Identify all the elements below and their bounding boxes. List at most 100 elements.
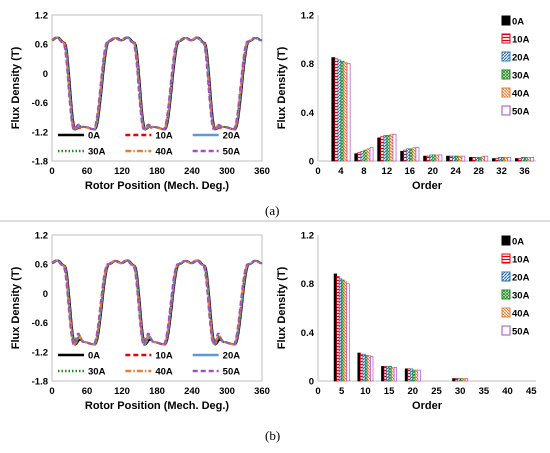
bar-10A-order-32: [495, 158, 499, 162]
plot-frame: [51, 14, 263, 162]
x-tick-label: 8: [361, 166, 366, 177]
x-tick-label: 0: [315, 166, 320, 177]
x-tick-label: 0: [49, 166, 54, 177]
x-tick-label: 240: [184, 166, 200, 177]
legend-label: 30A: [88, 147, 106, 158]
bar-50A-order-24: [461, 155, 466, 162]
legend-swatch: [501, 69, 511, 80]
x-tick-label: 0: [49, 386, 54, 397]
legend-label: 10A: [155, 351, 173, 362]
x-tick-label: 360: [254, 386, 270, 397]
bar-20A-order-8: [360, 150, 365, 162]
bar-30A-order-4: [340, 60, 345, 162]
legend-label: 30A: [512, 291, 530, 302]
y-tick-label: 0: [43, 289, 48, 300]
bar-0A-order-32: [492, 158, 496, 162]
bar-30A-order-16: [409, 148, 414, 162]
bar-0A-order-5: [333, 273, 337, 382]
legend-label: 40A: [155, 367, 173, 378]
x-tick-label: 15: [384, 386, 395, 397]
y-tick-label: 0: [43, 69, 48, 80]
bar-30A-order-28: [478, 157, 483, 162]
x-axis-label: Order: [412, 400, 443, 412]
bar-40A-order-20: [414, 369, 419, 382]
bar-20A-order-16: [406, 148, 411, 162]
bar-50A-order-30: [464, 378, 469, 382]
series-line-10A: [51, 259, 263, 346]
series-line-30A: [51, 36, 263, 131]
caption-b: (b): [265, 428, 281, 443]
legend-label: 20A: [223, 351, 241, 362]
series-line-50A: [51, 36, 263, 131]
legend-label: 10A: [512, 255, 530, 266]
bar-30A-order-36: [524, 157, 528, 162]
legend-label: 20A: [512, 273, 530, 284]
bar-30A-order-20: [412, 369, 416, 382]
x-tick-label: 36: [519, 166, 530, 177]
bar-40A-order-16: [412, 147, 417, 162]
bar-50A-order-28: [484, 155, 489, 162]
bar-0A-order-15: [381, 366, 385, 382]
chart-b-waveform: -1.8 -1.2 -0.6 0 0.6 1.2 0 60 120 180 240 300 360 Rot…: [10, 231, 270, 413]
legend-label: 50A: [512, 107, 530, 118]
legend-label: 40A: [512, 309, 530, 320]
bar-0A-order-24: [446, 155, 450, 162]
x-tick-label: 35: [479, 386, 490, 397]
series-line-30A: [51, 259, 263, 347]
bar-10A-order-16: [403, 149, 408, 162]
bar-20A-order-20: [409, 368, 414, 382]
x-tick-label: 25: [431, 386, 442, 397]
bar-30A-order-32: [501, 157, 505, 162]
y-tick-label: 1.2: [301, 11, 314, 22]
bar-20A-order-4: [337, 59, 342, 162]
x-tick-label: 360: [254, 166, 270, 177]
bar-20A-order-5: [338, 278, 343, 382]
y-axis-label: Flux Density (T): [10, 266, 22, 349]
legend-label: 20A: [512, 53, 530, 64]
x-tick-label: 0: [315, 386, 320, 397]
y-axis-label: Flux Density (T): [276, 46, 288, 129]
bar-10A-order-4: [334, 58, 339, 162]
legend-label: 40A: [155, 147, 173, 158]
legend-label: 10A: [155, 131, 173, 142]
y-axis-label: Flux Density (T): [10, 46, 22, 129]
legend-swatch: [501, 87, 511, 98]
series-line-40A: [51, 36, 263, 131]
x-tick-label: 32: [496, 166, 507, 177]
y-tick-label: -0.6: [32, 98, 48, 109]
bar-50A-order-10: [370, 356, 374, 382]
bar-10A-order-20: [426, 155, 431, 162]
bar-50A-order-5: [346, 283, 350, 382]
x-tick-label: 120: [114, 166, 130, 177]
x-tick-label: 45: [526, 386, 537, 397]
x-axis-label: Order: [412, 180, 443, 192]
bar-30A-order-20: [432, 154, 437, 162]
y-tick-label: 1.2: [35, 11, 48, 22]
bar-20A-order-12: [383, 135, 388, 162]
x-tick-label: 300: [219, 166, 235, 177]
legend-label: 50A: [512, 327, 530, 338]
x-tick-label: 300: [219, 386, 235, 397]
x-tick-label: 20: [407, 386, 418, 397]
bar-40A-order-12: [389, 133, 394, 162]
x-tick-label: 30: [455, 386, 466, 397]
bar-30A-order-12: [386, 135, 391, 162]
bar-0A-order-20: [423, 155, 427, 162]
legend-swatch: [501, 289, 511, 300]
legend-swatch: [501, 33, 511, 44]
legend-label: 0A: [88, 131, 100, 142]
bar-0A-order-4: [331, 57, 336, 162]
y-tick-label: -1.8: [32, 377, 48, 388]
x-tick-label: 20: [427, 166, 438, 177]
x-tick-label: 60: [82, 386, 93, 397]
chart-a-harmonics: 0 0.4 0.8 1.2 0 4 8 12 16 20 24 28 32 36 Order Flux Den…: [276, 11, 536, 192]
bar-30A-order-30: [459, 378, 464, 382]
x-axis-label: Rotor Position (Mech. Deg.): [85, 180, 230, 192]
legend-label: 30A: [512, 71, 530, 82]
bar-20A-order-15: [386, 366, 390, 382]
x-tick-label: 60: [82, 166, 93, 177]
legend-swatch: [501, 271, 511, 282]
legend-label: 50A: [223, 147, 241, 158]
bar-10A-order-5: [336, 276, 340, 382]
bar-0A-order-12: [377, 137, 382, 162]
